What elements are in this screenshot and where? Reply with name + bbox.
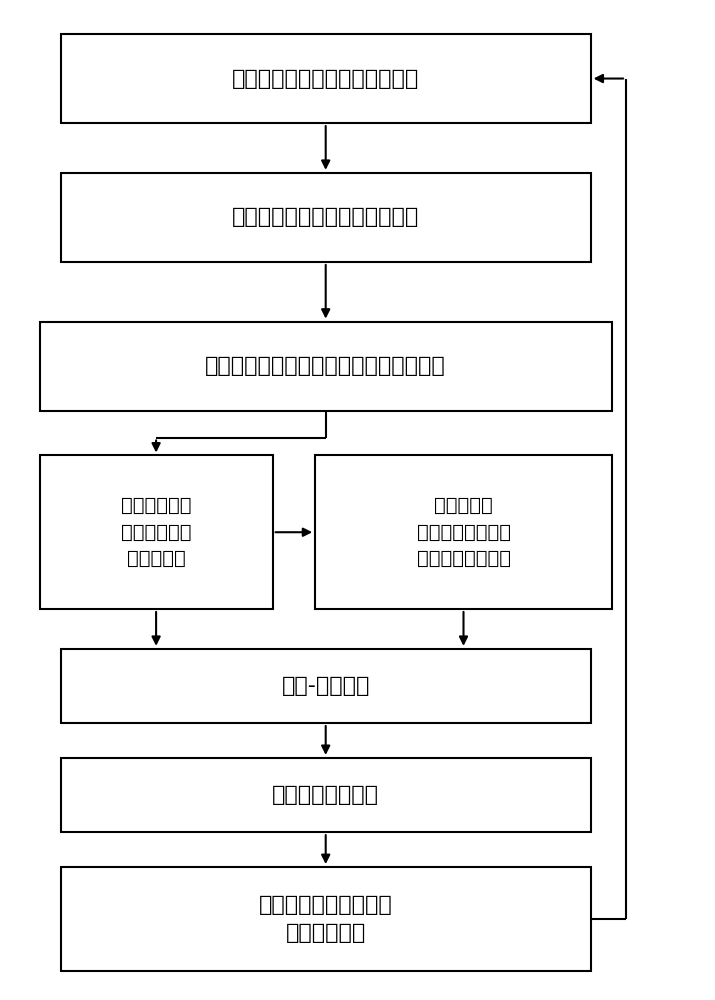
FancyBboxPatch shape <box>61 867 591 971</box>
FancyBboxPatch shape <box>39 322 612 411</box>
Text: 比例-积分算法: 比例-积分算法 <box>282 676 370 696</box>
Text: 输出寄生频点扫频信号反射系数幅度信号: 输出寄生频点扫频信号反射系数幅度信号 <box>205 356 446 376</box>
Text: 计算每一次
扫频后工作频点频
率偏移量的变化量: 计算每一次 扫频后工作频点频 率偏移量的变化量 <box>417 496 511 568</box>
FancyBboxPatch shape <box>61 758 591 832</box>
FancyBboxPatch shape <box>61 649 591 723</box>
Text: 提取寄生谐振频点扫频反射信号: 提取寄生谐振频点扫频反射信号 <box>232 207 419 227</box>
FancyBboxPatch shape <box>61 34 591 123</box>
Text: 输出天线寄生谐振频点扫频信号: 输出天线寄生谐振频点扫频信号 <box>232 69 419 89</box>
FancyBboxPatch shape <box>39 455 272 609</box>
FancyBboxPatch shape <box>315 455 612 609</box>
Text: 提取每一次扫
频后工作频点
频率偏移量: 提取每一次扫 频后工作频点 频率偏移量 <box>121 496 192 568</box>
FancyBboxPatch shape <box>61 173 591 262</box>
Text: 输出匹配控制电压: 输出匹配控制电压 <box>272 785 379 805</box>
Text: 调节匹配模块可变电容
进行阻抗匹配: 调节匹配模块可变电容 进行阻抗匹配 <box>259 895 393 943</box>
